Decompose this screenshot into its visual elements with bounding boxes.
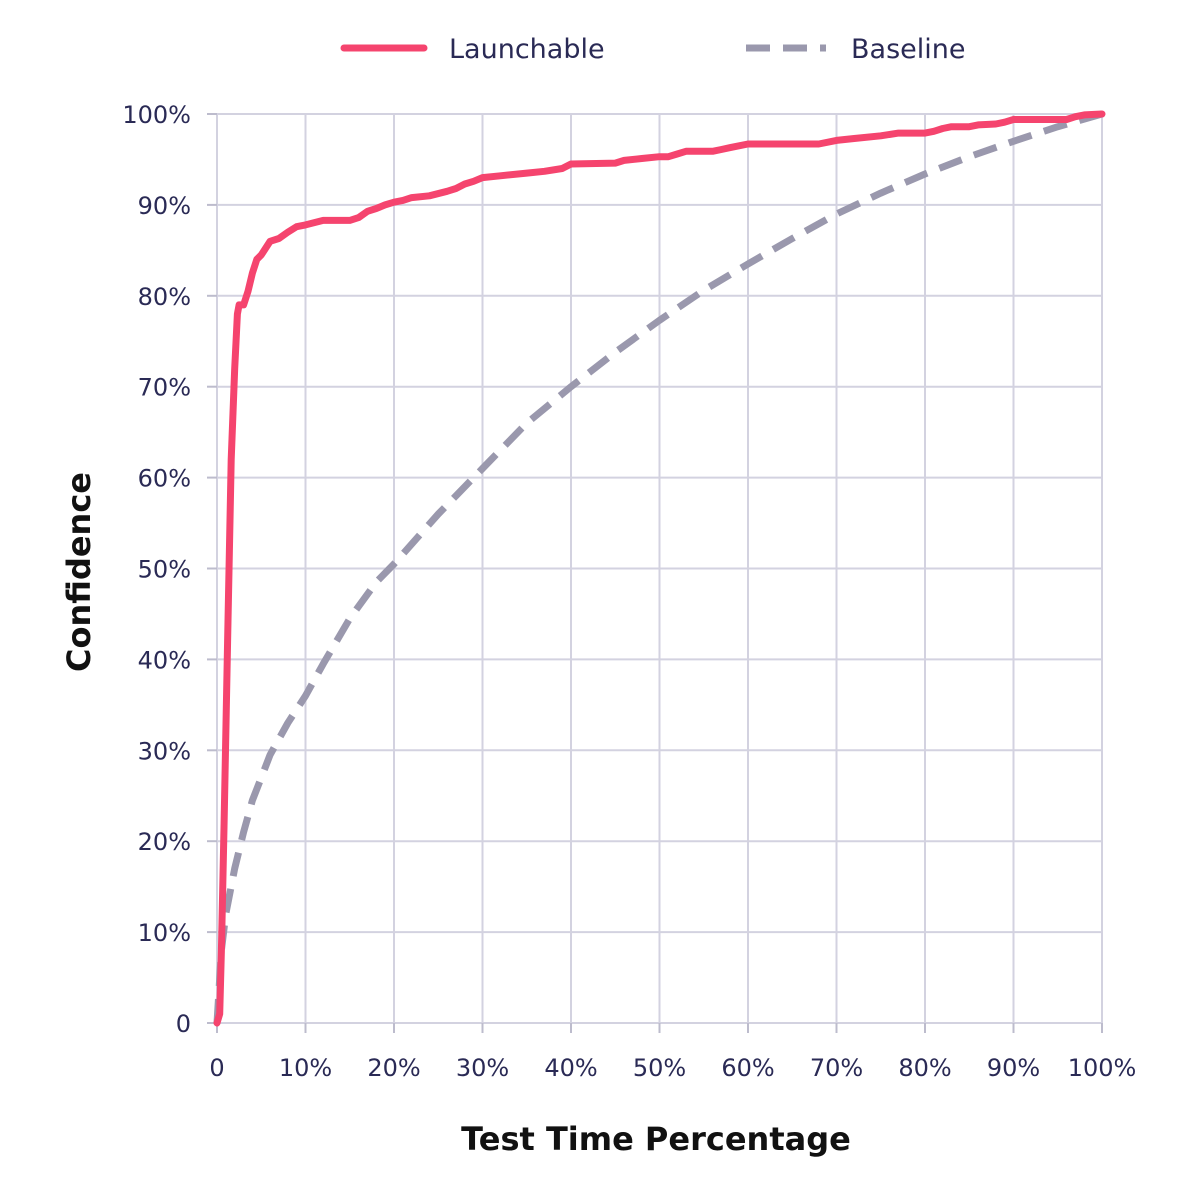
x-tick-label-10: 100% bbox=[1068, 1054, 1137, 1082]
x-tick-label-7: 70% bbox=[810, 1054, 863, 1082]
x-tick-label-8: 80% bbox=[898, 1054, 951, 1082]
x-tick-label-5: 50% bbox=[633, 1054, 686, 1082]
x-axis-title: Test Time Percentage bbox=[461, 1120, 851, 1158]
y-tick-label-6: 60% bbox=[138, 465, 191, 493]
y-tick-label-2: 20% bbox=[138, 828, 191, 856]
x-tick-label-0: 0 bbox=[209, 1054, 224, 1082]
legend-label-launchable: Launchable bbox=[449, 34, 605, 65]
x-tick-label-4: 40% bbox=[544, 1054, 597, 1082]
y-tick-label-4: 40% bbox=[138, 646, 191, 674]
x-tick-label-1: 10% bbox=[279, 1054, 332, 1082]
y-tick-label-3: 30% bbox=[138, 737, 191, 765]
y-tick-label-1: 10% bbox=[138, 919, 191, 947]
y-tick-label-10: 100% bbox=[122, 101, 191, 129]
y-tick-label-8: 80% bbox=[138, 283, 191, 311]
grid bbox=[216, 113, 1103, 1024]
x-tick-label-6: 60% bbox=[721, 1054, 774, 1082]
x-tick-label-3: 30% bbox=[456, 1054, 509, 1082]
y-axis-title: Confidence bbox=[60, 472, 98, 672]
series-layer bbox=[213, 110, 1106, 1027]
series-line-baseline bbox=[213, 110, 1103, 1024]
series-line-launchable bbox=[213, 110, 1106, 1027]
x-tick-label-9: 90% bbox=[987, 1054, 1040, 1082]
y-tick-label-0: 0 bbox=[176, 1010, 191, 1038]
y-tick-label-7: 70% bbox=[138, 374, 191, 402]
x-axis-ticks: 0 10% 20% 30% 40% 50% 60% 70% 80% 90% 100% bbox=[209, 1023, 1136, 1082]
x-tick-label-2: 20% bbox=[367, 1054, 420, 1082]
legend-label-baseline: Baseline bbox=[851, 34, 965, 65]
y-axis-ticks: 0 10% 20% 30% 40% 50% 60% 70% 80% 90% 100% bbox=[122, 101, 217, 1038]
legend: Launchable Baseline bbox=[340, 34, 965, 65]
y-tick-label-9: 90% bbox=[138, 192, 191, 220]
y-tick-label-5: 50% bbox=[138, 556, 191, 584]
